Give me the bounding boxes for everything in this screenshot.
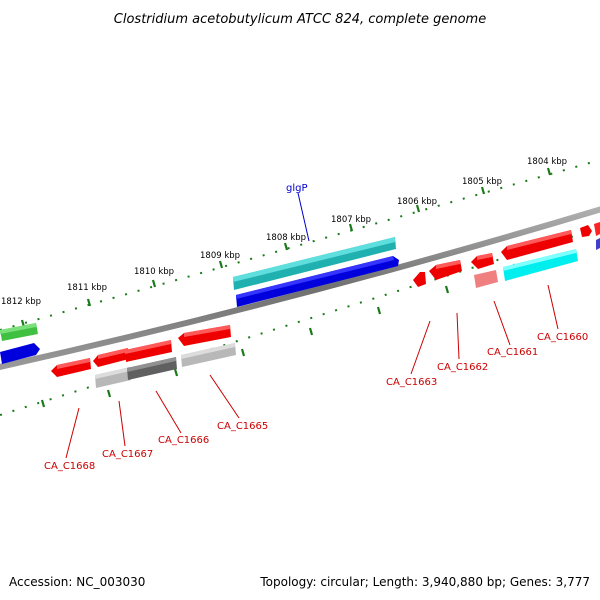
gene-red-far-right[interactable] <box>580 225 592 237</box>
scale-label-1805: 1805 kbp <box>462 177 502 187</box>
gene-CA_C1663[interactable] <box>413 272 426 287</box>
scale-label-1811: 1811 kbp <box>67 283 107 293</box>
genome-summary: Topology: circular; Length: 3,940,880 bp… <box>259 575 590 589</box>
genome-backbone <box>0 206 600 370</box>
gene-label-CA_C1660[interactable]: CA_C1660 <box>537 332 588 343</box>
callout-lines <box>65 192 559 459</box>
gene-label-glgP[interactable]: glgP <box>286 183 308 194</box>
scale-label-1807: 1807 kbp <box>331 215 371 225</box>
scale-label-1804: 1804 kbp <box>527 157 567 167</box>
gene-label-CA_C1665[interactable]: CA_C1665 <box>217 421 268 432</box>
gene-CA_C1661-b[interactable] <box>474 270 498 288</box>
outer-major-ticks <box>20 167 552 328</box>
gene-label-CA_C1667[interactable]: CA_C1667 <box>102 449 153 460</box>
gene-label-CA_C1661[interactable]: CA_C1661 <box>487 347 538 358</box>
map-title: Clostridium acetobutylicum ATCC 824, com… <box>114 12 486 27</box>
scale-label-1810: 1810 kbp <box>134 267 174 277</box>
scale-label-1809: 1809 kbp <box>200 251 240 261</box>
gene-blue-left[interactable] <box>0 343 40 364</box>
gene-label-CA_C1666[interactable]: CA_C1666 <box>158 435 209 446</box>
gene-label-CA_C1662[interactable]: CA_C1662 <box>437 362 488 373</box>
scale-label-1812: 1812 kbp <box>1 297 41 307</box>
gene-label-CA_C1668[interactable]: CA_C1668 <box>44 461 95 472</box>
reverse-strand-genes <box>51 230 578 388</box>
accession-label: Accession: NC_003030 <box>9 575 145 589</box>
gene-label-CA_C1663[interactable]: CA_C1663 <box>386 377 437 388</box>
scale-label-1806: 1806 kbp <box>397 197 437 207</box>
forward-strand-genes <box>0 222 600 364</box>
scale-label-1808: 1808 kbp <box>266 233 306 243</box>
